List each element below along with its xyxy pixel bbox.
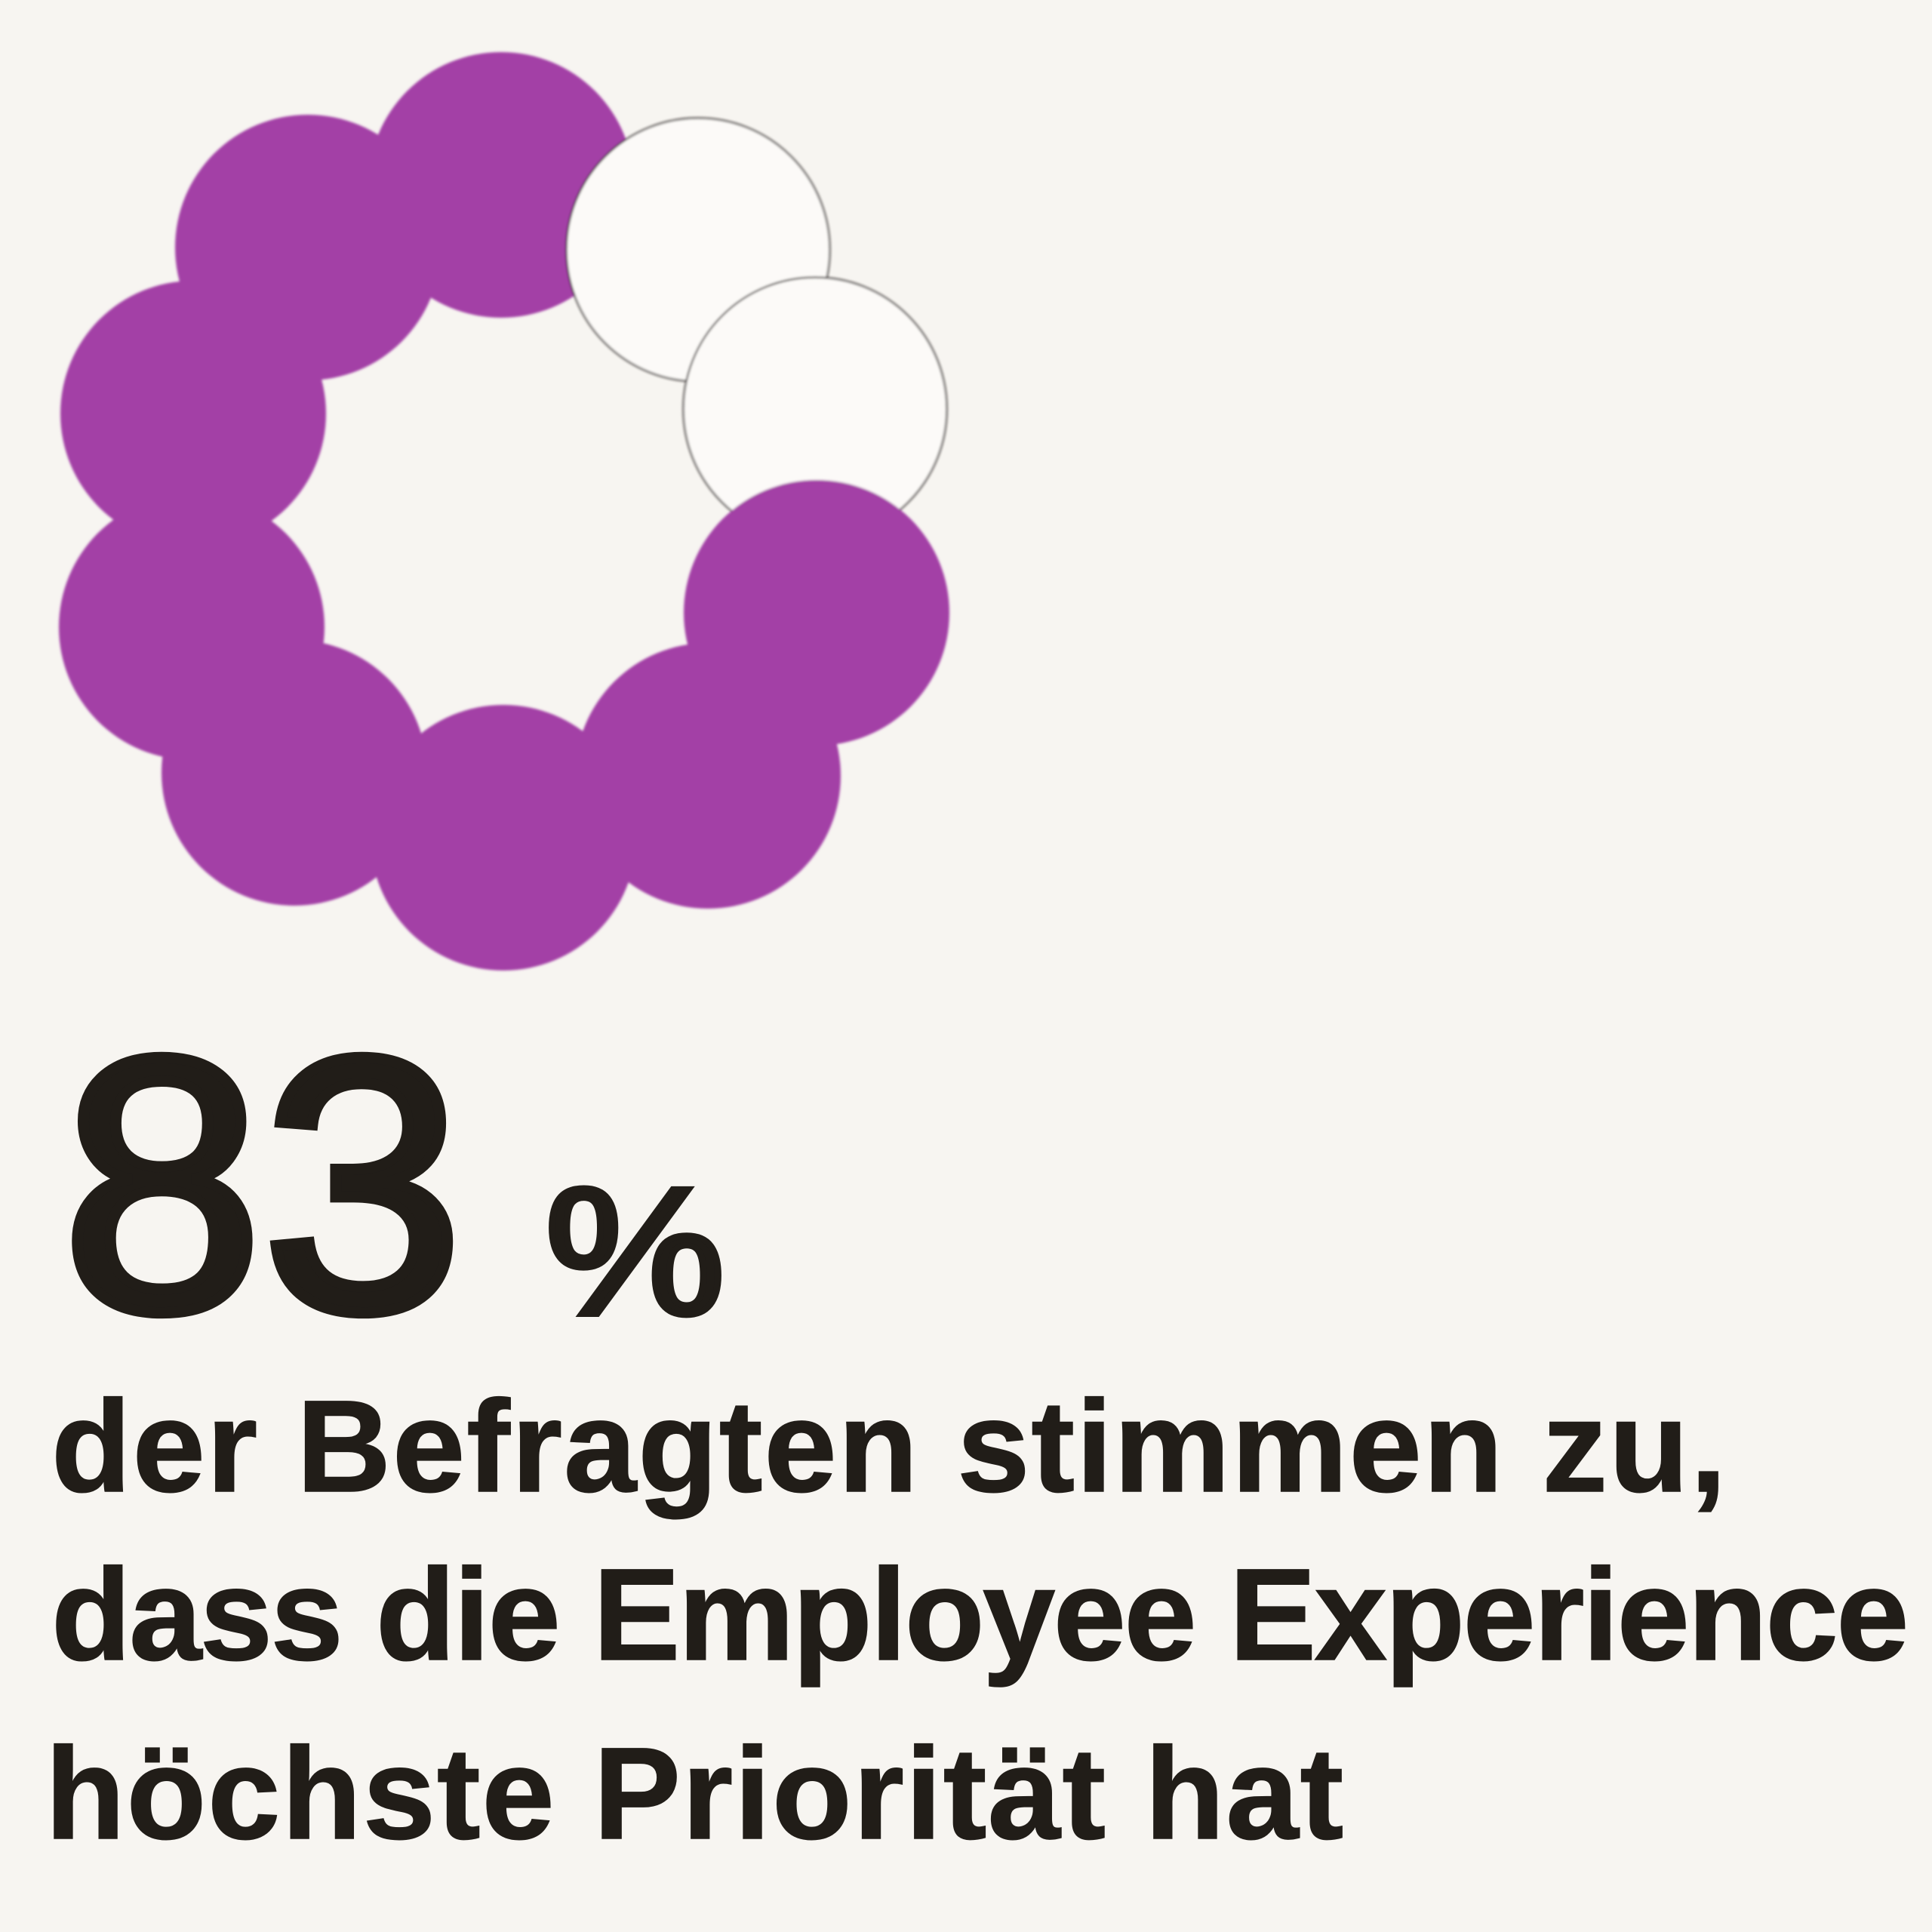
svg-text:83: 83: [62, 983, 463, 1386]
svg-text:höchste Priorität hat: höchste Priorität hat: [45, 1720, 1345, 1866]
svg-text:dass die Employee Experience: dass die Employee Experience: [51, 1541, 1907, 1687]
svg-text:%: %: [545, 1150, 725, 1352]
svg-text:der Befragten stimmen zu,: der Befragten stimmen zu,: [51, 1373, 1728, 1519]
